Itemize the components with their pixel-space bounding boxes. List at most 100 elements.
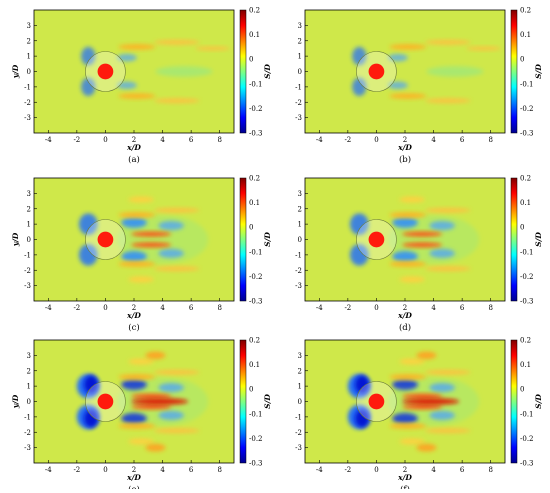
- positive-streak: [389, 374, 426, 380]
- positive-streak: [425, 98, 471, 103]
- positive-streak: [389, 261, 426, 267]
- x-tick-label: -4: [316, 136, 323, 144]
- panel-c: -4 -2 0 2 4 6 8 3 2 1 0 -1 -2 -3 x/D y/D 0.2 0.1 0 -0.1 -0.2…: [11, 175, 272, 334]
- central-jet: [131, 398, 188, 405]
- colorbar-tick-label: 0.2: [249, 175, 260, 183]
- x-axis-label: x/D: [126, 143, 141, 152]
- positive-streak: [128, 196, 154, 202]
- colorbar-tick-label: -0.1: [520, 80, 534, 88]
- negative-blob: [121, 217, 147, 228]
- wake-region: [155, 66, 212, 77]
- colorbar-tick-label: -0.2: [249, 273, 263, 281]
- positive-streak: [466, 46, 500, 50]
- positive-streak: [131, 232, 171, 237]
- panel-b: -4 -2 0 2 4 6 8 3 2 1 0 -1 -2 -3 x/D 0.2 0.1 0 -0.1 -0.2 -0.…: [295, 7, 543, 166]
- y-tick-label: 2: [27, 37, 31, 45]
- negative-blob: [158, 249, 184, 258]
- y-tick-label: -2: [295, 429, 302, 437]
- y-tick-label: -3: [295, 114, 302, 122]
- x-tick-label: -2: [73, 304, 80, 312]
- colorbar-label: S/D: [263, 394, 272, 409]
- x-tick-label: -4: [45, 466, 52, 474]
- positive-streak: [128, 438, 154, 444]
- positive-streak: [128, 358, 154, 364]
- colorbar-tick-label: -0.1: [249, 410, 263, 418]
- positive-streak: [402, 404, 442, 409]
- positive-streak: [402, 242, 442, 247]
- panel-caption: (e): [128, 484, 140, 489]
- negative-blob: [429, 221, 455, 230]
- panel-caption: (a): [128, 154, 140, 165]
- colorbar: [240, 178, 246, 301]
- x-tick-label: -4: [45, 136, 52, 144]
- central-jet: [402, 398, 459, 405]
- x-tick-label: 4: [160, 136, 165, 144]
- panel-caption: (c): [128, 322, 139, 333]
- negative-blob: [121, 379, 147, 390]
- negative-blob: [392, 217, 418, 228]
- x-tick-label: 6: [460, 136, 465, 144]
- y-tick-label: -3: [24, 282, 31, 290]
- y-tick-label: -3: [295, 444, 302, 452]
- x-axis-label: x/D: [397, 143, 412, 152]
- colorbar-tick-label: 0.1: [249, 31, 260, 39]
- panel-d: -4 -2 0 2 4 6 83210-1-2-3x/D0.20.10-0.1-0.2-0.…: [295, 175, 543, 334]
- negative-blob: [158, 411, 184, 420]
- colorbar-tick-label: 0.2: [249, 337, 260, 345]
- y-tick-label: 0: [27, 68, 31, 76]
- y-tick-label: 2: [298, 367, 302, 375]
- colorbar-tick-label: -0.3: [520, 130, 534, 138]
- y-axis-label: y/D: [11, 232, 20, 247]
- positive-streak: [389, 212, 426, 218]
- colorbar: [240, 10, 246, 133]
- x-tick-label: -2: [73, 466, 80, 474]
- cylinder-core: [369, 394, 385, 410]
- positive-streak: [154, 370, 200, 375]
- x-tick-label: -4: [316, 466, 323, 474]
- negative-blob: [392, 251, 418, 262]
- colorbar-tick-label: 0: [520, 386, 524, 394]
- x-axis-label: x/D: [126, 311, 141, 320]
- positive-streak: [425, 370, 471, 375]
- positive-streak: [389, 93, 426, 99]
- x-tick-label: 8: [488, 136, 492, 144]
- cylinder-core: [98, 394, 114, 410]
- positive-streak: [131, 394, 171, 399]
- x-tick-label: 8: [217, 136, 221, 144]
- positive-streak: [118, 261, 155, 267]
- colorbar-tick-label: -0.3: [249, 130, 263, 138]
- y-tick-label: 1: [27, 53, 31, 61]
- colorbar-tick-label: -0.2: [520, 105, 534, 113]
- y-tick-label: 3: [298, 22, 302, 30]
- colorbar-tick-label: -0.3: [249, 460, 263, 468]
- x-tick-label: 6: [189, 136, 194, 144]
- positive-streak: [118, 374, 155, 380]
- y-tick-label: 3: [27, 352, 31, 360]
- colorbar-tick-label: -0.3: [249, 298, 263, 306]
- y-tick-label: 3: [298, 352, 302, 360]
- cylinder-core: [98, 232, 114, 248]
- colorbar-tick-label: -0.3: [520, 298, 534, 306]
- x-tick-label: 6: [460, 466, 465, 474]
- x-tick-label: 0: [374, 466, 378, 474]
- positive-streak: [154, 208, 200, 213]
- x-tick-label: 4: [431, 304, 436, 312]
- x-tick-label: 8: [488, 466, 492, 474]
- positive-streak: [389, 44, 426, 50]
- positive-streak: [118, 212, 155, 218]
- negative-blob: [429, 249, 455, 258]
- positive-streak: [399, 438, 425, 444]
- x-tick-label: 0: [103, 304, 107, 312]
- positive-streak: [389, 423, 426, 429]
- cylinder-core: [369, 232, 385, 248]
- colorbar-label: S/D: [534, 232, 543, 247]
- colorbar: [511, 10, 517, 133]
- positive-streak: [425, 266, 471, 271]
- colorbar-tick-label: 0.1: [249, 361, 260, 369]
- colorbar-tick-label: -0.1: [249, 248, 263, 256]
- colorbar-tick-label: -0.1: [520, 248, 534, 256]
- cylinder-core: [98, 64, 114, 80]
- colorbar-tick-label: 0: [520, 56, 524, 64]
